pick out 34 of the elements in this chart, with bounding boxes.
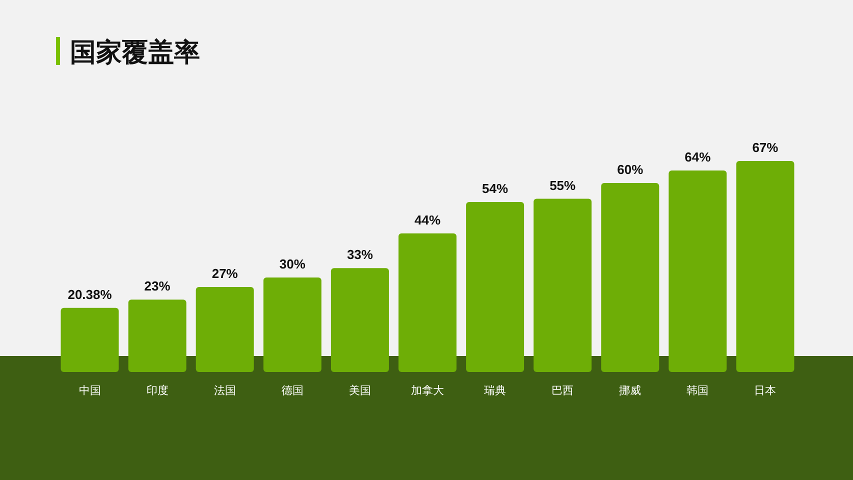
chart-title: 国家覆盖率 — [70, 37, 200, 67]
x-tick-label: 日本 — [754, 384, 776, 397]
x-tick-label: 韩国 — [686, 384, 709, 397]
data-label: 30% — [279, 256, 306, 272]
bar — [398, 233, 456, 372]
x-tick-label: 中国 — [78, 384, 101, 397]
x-tick-label: 法国 — [214, 384, 236, 397]
data-label: 44% — [414, 212, 441, 228]
x-tick-label: 挪威 — [619, 384, 642, 397]
x-tick-label: 巴西 — [552, 384, 574, 397]
x-tick-label: 瑞典 — [484, 384, 506, 397]
bar — [330, 268, 389, 372]
data-label: 54% — [482, 180, 508, 196]
data-label: 67% — [752, 140, 779, 155]
data-label: 64% — [684, 149, 712, 164]
bar — [534, 198, 592, 372]
bar — [60, 308, 119, 372]
bar — [128, 300, 186, 372]
data-label: 55% — [550, 178, 576, 193]
x-tick-label: 加拿大 — [411, 384, 444, 397]
bar — [668, 170, 727, 372]
data-label: 23% — [144, 278, 171, 294]
bar — [736, 161, 794, 372]
x-tick-label: 德国 — [281, 384, 304, 397]
data-label: 60% — [617, 162, 644, 178]
bar — [601, 183, 660, 372]
data-label: 27% — [212, 266, 238, 281]
bar — [263, 278, 322, 372]
data-label: 33% — [346, 247, 374, 262]
x-tick-label: 美国 — [348, 384, 371, 397]
data-label: 20.38% — [68, 286, 112, 302]
x-tick-label: 印度 — [146, 384, 168, 397]
bar — [466, 202, 524, 372]
bar — [196, 286, 254, 372]
